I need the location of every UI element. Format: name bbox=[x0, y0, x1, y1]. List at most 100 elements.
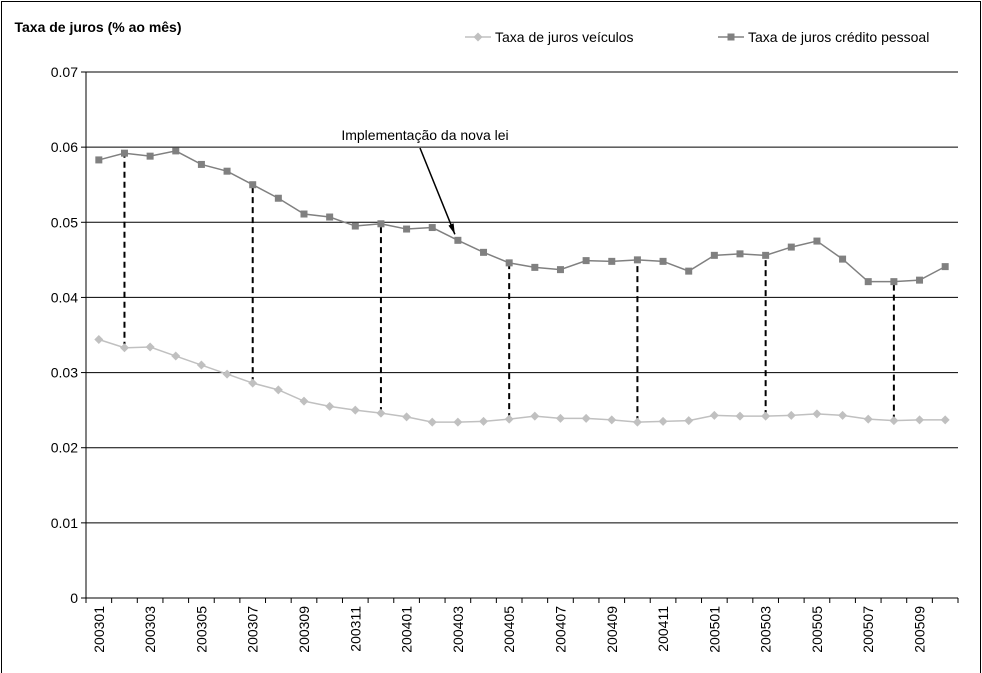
y-tick-label: 0.06 bbox=[51, 139, 78, 155]
marker bbox=[863, 414, 873, 424]
series-line bbox=[98, 150, 946, 283]
marker bbox=[709, 410, 719, 420]
x-tick-label: 200301 bbox=[91, 606, 107, 653]
y-tick-label: 0.02 bbox=[51, 440, 78, 456]
marker bbox=[376, 408, 386, 418]
marker bbox=[786, 410, 796, 420]
marker bbox=[146, 152, 154, 160]
marker bbox=[813, 237, 821, 245]
x-tick-label: 200501 bbox=[706, 606, 722, 653]
marker bbox=[428, 224, 436, 232]
marker bbox=[710, 251, 718, 259]
marker bbox=[736, 250, 744, 258]
marker bbox=[171, 351, 181, 361]
marker bbox=[300, 210, 308, 218]
marker bbox=[222, 369, 232, 379]
marker bbox=[223, 167, 231, 175]
marker bbox=[685, 267, 693, 275]
marker bbox=[787, 243, 795, 251]
marker bbox=[427, 417, 437, 427]
marker bbox=[916, 276, 924, 284]
marker bbox=[145, 342, 155, 352]
y-tick-label: 0.07 bbox=[51, 64, 78, 80]
x-tick-label: 200307 bbox=[245, 606, 261, 653]
x-tick-label: 200411 bbox=[655, 606, 671, 652]
marker bbox=[325, 401, 335, 411]
annotation-arrow bbox=[419, 147, 456, 235]
marker bbox=[812, 409, 822, 419]
marker bbox=[632, 417, 642, 427]
marker bbox=[761, 411, 771, 421]
marker bbox=[530, 411, 540, 421]
marker bbox=[196, 360, 206, 370]
y-axis-title: Taxa de juros (% ao mês) bbox=[14, 19, 182, 35]
marker bbox=[531, 263, 539, 271]
marker bbox=[582, 257, 590, 265]
arrow-head bbox=[448, 223, 455, 235]
legend-label: Taxa de juros veículos bbox=[495, 29, 634, 45]
marker bbox=[403, 225, 411, 233]
y-tick-label: 0.03 bbox=[51, 365, 78, 381]
marker bbox=[351, 222, 359, 230]
marker bbox=[402, 412, 412, 422]
marker bbox=[249, 181, 257, 189]
marker bbox=[172, 147, 180, 155]
marker bbox=[274, 194, 282, 202]
marker bbox=[762, 251, 770, 259]
y-tick-label: 0 bbox=[70, 590, 78, 606]
marker bbox=[581, 413, 591, 423]
series-line bbox=[98, 338, 946, 423]
marker bbox=[248, 378, 258, 388]
marker bbox=[95, 156, 103, 164]
marker bbox=[684, 416, 694, 426]
marker bbox=[608, 257, 616, 265]
marker bbox=[120, 149, 128, 157]
marker bbox=[941, 263, 949, 271]
x-tick-label: 200401 bbox=[399, 606, 415, 653]
marker bbox=[839, 255, 847, 263]
marker bbox=[864, 278, 872, 286]
annotation: Implementação da nova lei bbox=[341, 127, 508, 143]
x-tick-label: 200509 bbox=[912, 606, 928, 653]
marker bbox=[555, 413, 565, 423]
marker bbox=[915, 415, 925, 425]
marker bbox=[504, 414, 514, 424]
x-tick-label: 200309 bbox=[296, 606, 312, 653]
x-tick-label: 200505 bbox=[809, 606, 825, 653]
marker bbox=[890, 278, 898, 286]
x-tick-label: 200405 bbox=[501, 606, 517, 653]
marker bbox=[473, 32, 483, 42]
marker bbox=[607, 415, 617, 425]
marker bbox=[119, 343, 129, 353]
marker bbox=[326, 213, 334, 221]
marker bbox=[453, 417, 463, 427]
x-tick-label: 200303 bbox=[142, 606, 158, 653]
marker bbox=[889, 416, 899, 426]
marker bbox=[273, 385, 283, 395]
x-tick-label: 200311 bbox=[347, 606, 363, 652]
y-tick-label: 0.01 bbox=[51, 515, 78, 531]
x-tick-label: 200503 bbox=[758, 606, 774, 653]
marker bbox=[505, 259, 513, 267]
marker bbox=[633, 256, 641, 264]
marker bbox=[454, 236, 462, 244]
marker bbox=[940, 415, 950, 425]
marker bbox=[659, 257, 667, 265]
x-tick-label: 200407 bbox=[552, 606, 568, 653]
marker bbox=[479, 416, 489, 426]
x-tick-label: 200409 bbox=[604, 606, 620, 653]
x-tick-label: 200305 bbox=[193, 606, 209, 653]
marker bbox=[480, 248, 488, 256]
legend-label: Taxa de juros crédito pessoal bbox=[748, 29, 929, 45]
marker bbox=[735, 411, 745, 421]
marker bbox=[377, 220, 385, 228]
marker bbox=[556, 266, 564, 274]
marker bbox=[197, 160, 205, 168]
y-tick-label: 0.05 bbox=[51, 214, 78, 230]
marker bbox=[94, 335, 104, 345]
marker bbox=[727, 33, 735, 41]
marker bbox=[299, 396, 309, 406]
